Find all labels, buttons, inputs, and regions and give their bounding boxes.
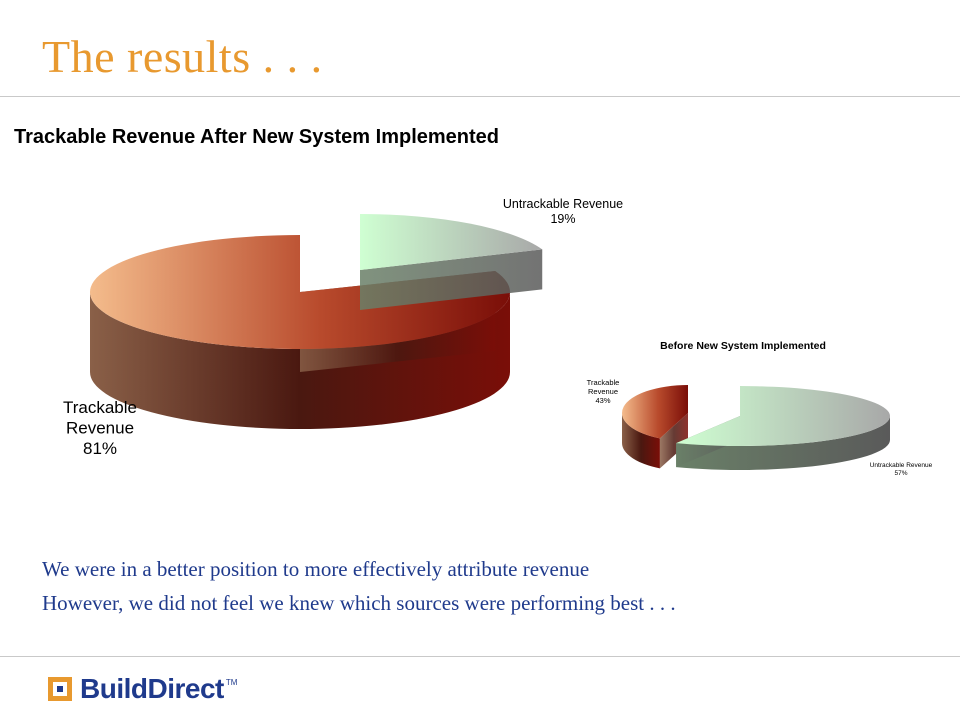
chart-title: Trackable Revenue After New System Imple… [14,126,499,148]
label-trackable-after: Trackable Revenue 81% [63,398,137,458]
small-pie [622,385,891,470]
bottom-divider [0,656,960,657]
pie-charts: Untrackable Revenue 19% Trackable Revenue 81… [63,197,933,477]
top-divider [0,96,960,97]
caption-line-1: We were in a better position to more eff… [42,557,590,581]
slide-title: The results . . . [42,31,323,82]
caption-line-2: However, we did not feel we knew which s… [42,591,676,615]
slice-untrackable-after [360,214,543,310]
logo-build-text: Build [80,673,148,704]
chart-title-before: Before New System Implemented [660,340,826,352]
logo-mark-icon [48,677,72,701]
logo-tm-text: TM [225,678,238,687]
slice-trackable-after [89,235,510,429]
label-untrackable-after: Untrackable Revenue 19% [503,197,623,226]
label-trackable-before: Trackable Revenue 43% [587,378,620,405]
slice-untrackable-before [676,386,891,470]
logo-direct-text: Direct [147,673,225,704]
builddirect-logo: Build Direct TM [48,673,238,704]
main-pie [89,214,543,429]
slice-trackable-before [622,385,688,469]
label-untrackable-before: Untrackable Revenue 57% [870,462,933,477]
